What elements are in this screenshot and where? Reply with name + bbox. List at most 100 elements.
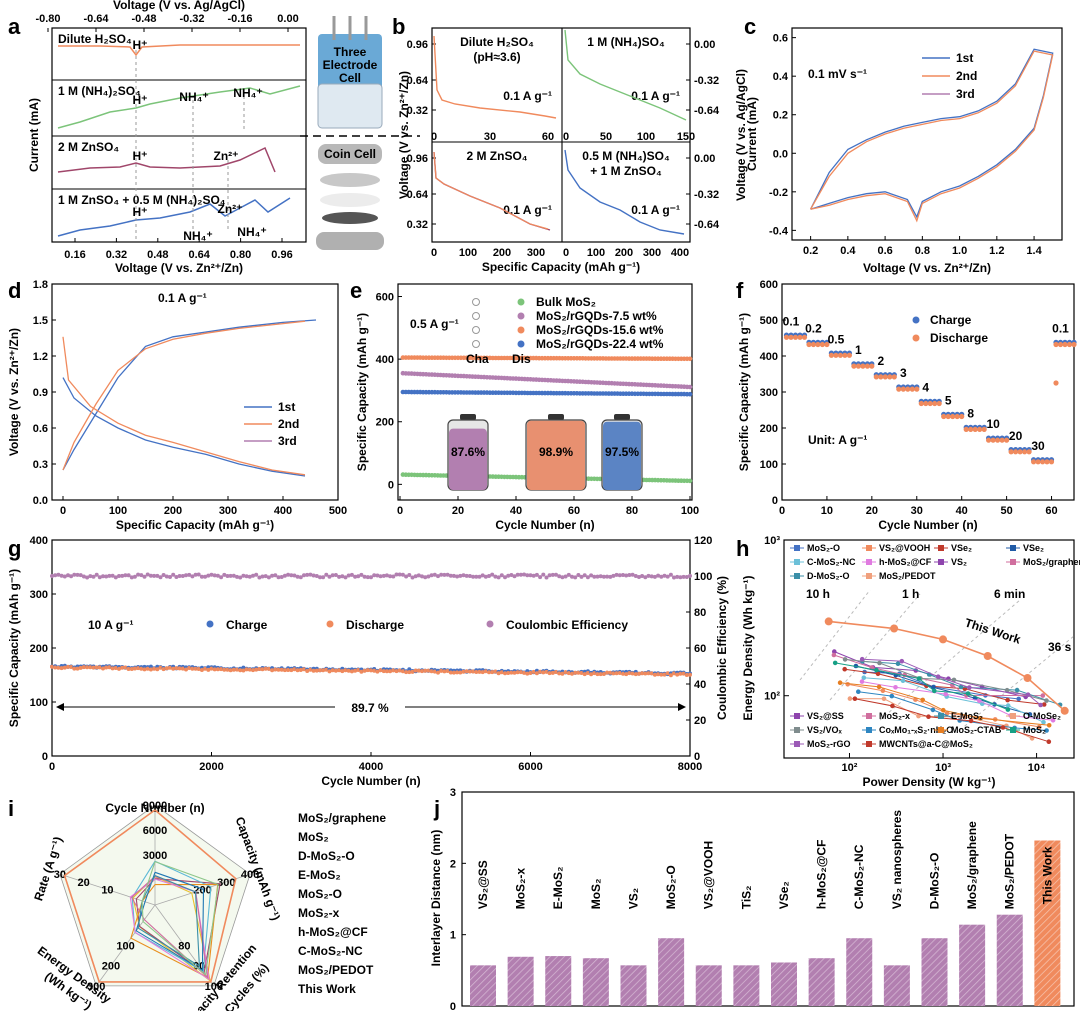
data-point <box>958 684 964 690</box>
ce-point <box>624 573 629 578</box>
ce-point <box>538 575 543 580</box>
ce-point <box>531 573 536 578</box>
ce-point <box>407 573 412 577</box>
discharge-point <box>950 413 956 420</box>
discharge-point <box>455 670 460 675</box>
y-tick-label: 0.6 <box>773 33 788 45</box>
ce-point <box>646 573 651 578</box>
energy-power-series <box>840 682 1050 726</box>
data-point <box>889 693 895 699</box>
panel-b: 0.96 0.64 0.32 0.96 0.64 0.32 0.00 -0.32 -0.64 0.… <box>397 27 748 274</box>
legend-label: VS₂ <box>951 557 967 567</box>
x-tick-label: 60 <box>568 505 580 517</box>
discharge-point <box>936 400 942 407</box>
data-point <box>926 714 931 719</box>
discharge-point <box>346 668 351 673</box>
legend-label: MoS₂-O <box>807 543 840 553</box>
y-tick-label: 200 <box>30 643 48 655</box>
bar-category-label: VS₂ nanospheres <box>890 810 904 910</box>
bar-category-label: D-MoS₂-O <box>928 853 942 910</box>
discharge-point <box>120 665 125 670</box>
discharge-point <box>219 667 224 672</box>
charge-point <box>687 391 693 397</box>
discharge-point <box>384 669 389 674</box>
time-label: 10 h <box>806 587 830 601</box>
peak-label: Zn²⁺ <box>214 149 239 163</box>
discharge-point <box>251 668 255 673</box>
discharge-point <box>75 666 80 671</box>
discharge-point <box>365 668 370 673</box>
subplot-title: Dilute H₂SO₄ <box>460 35 534 49</box>
voltammetry-curve <box>57 85 301 129</box>
discharge-point <box>662 672 667 677</box>
ce-point <box>158 575 163 580</box>
discharge-point <box>190 666 195 671</box>
discharge-point <box>231 667 236 672</box>
legend-label: E-MoS₂ <box>951 711 983 721</box>
ce-point <box>598 574 603 579</box>
discharge-point <box>152 666 157 671</box>
charge-point <box>241 665 246 670</box>
legend-label: E-MoS₂ <box>298 868 341 882</box>
retention-label: 89.7 % <box>351 701 389 715</box>
discharge-point <box>837 352 844 358</box>
ce-point <box>391 574 396 579</box>
x-tick-label: 100 <box>637 131 655 143</box>
discharge-point <box>672 671 676 676</box>
legend-label: Bulk MoS₂ <box>536 295 596 309</box>
top-tick-label: -0.64 <box>83 13 109 25</box>
legend-label: MoS₂-CTAB <box>951 725 1002 735</box>
discharge-point <box>215 667 220 672</box>
x-tick-label: 400 <box>274 505 292 517</box>
arrow-head-icon <box>678 703 686 711</box>
ce-point <box>534 572 539 577</box>
discharge-point <box>665 671 670 676</box>
ce-point <box>353 574 358 579</box>
x-tick-label: 8000 <box>678 761 702 773</box>
ce-point <box>404 574 409 579</box>
strip-title: Dilute H₂SO₄ <box>58 32 132 46</box>
panel-j: 0 1 2 3 Interlayer Distance (nm) VS₂@SS MoS₂-x… <box>429 787 1075 1011</box>
panel-label-e: e <box>350 278 362 303</box>
bar <box>921 938 948 1006</box>
ce-point <box>416 573 421 578</box>
discharge-point <box>279 667 284 672</box>
discharge-point <box>1004 437 1010 443</box>
discharge-point <box>995 437 1001 443</box>
ce-point <box>668 572 673 577</box>
ce-point <box>206 573 211 578</box>
data-point <box>1004 687 1010 693</box>
energy-power-series <box>858 691 1047 731</box>
discharge-point <box>608 670 613 675</box>
discharge-point <box>196 667 201 671</box>
bar-category-label: MoS₂-O <box>664 865 678 909</box>
energy-power-series <box>835 662 1009 711</box>
legend-marker <box>938 545 944 551</box>
discharge-point <box>423 668 428 673</box>
x-tick-label: 500 <box>329 505 347 517</box>
ce-point <box>145 572 150 577</box>
time-guide <box>829 593 921 701</box>
discharge-point <box>990 437 996 443</box>
x-tick-label: 0.32 <box>106 249 127 261</box>
scan-rate-label: 0.1 mV s⁻¹ <box>808 67 867 81</box>
time-guide <box>799 589 871 681</box>
ce-point <box>155 573 160 578</box>
ce-point <box>570 574 574 579</box>
data-point <box>1025 692 1031 697</box>
discharge-point <box>145 666 150 671</box>
discharge-point <box>783 334 790 340</box>
data-point <box>1046 723 1052 728</box>
ce-point <box>681 574 686 579</box>
x-axis-label: Voltage (V vs. Zn²⁺/Zn) <box>863 261 991 275</box>
time-guide <box>959 635 1075 731</box>
ce-point <box>643 575 648 580</box>
ce-point <box>238 575 243 580</box>
radar-tick-label: 300 <box>217 877 235 889</box>
rate-label: 0.1 A g⁻¹ <box>503 89 552 103</box>
bar <box>846 938 873 1006</box>
discharge-point <box>1017 449 1023 455</box>
this-work-point <box>1023 674 1032 682</box>
